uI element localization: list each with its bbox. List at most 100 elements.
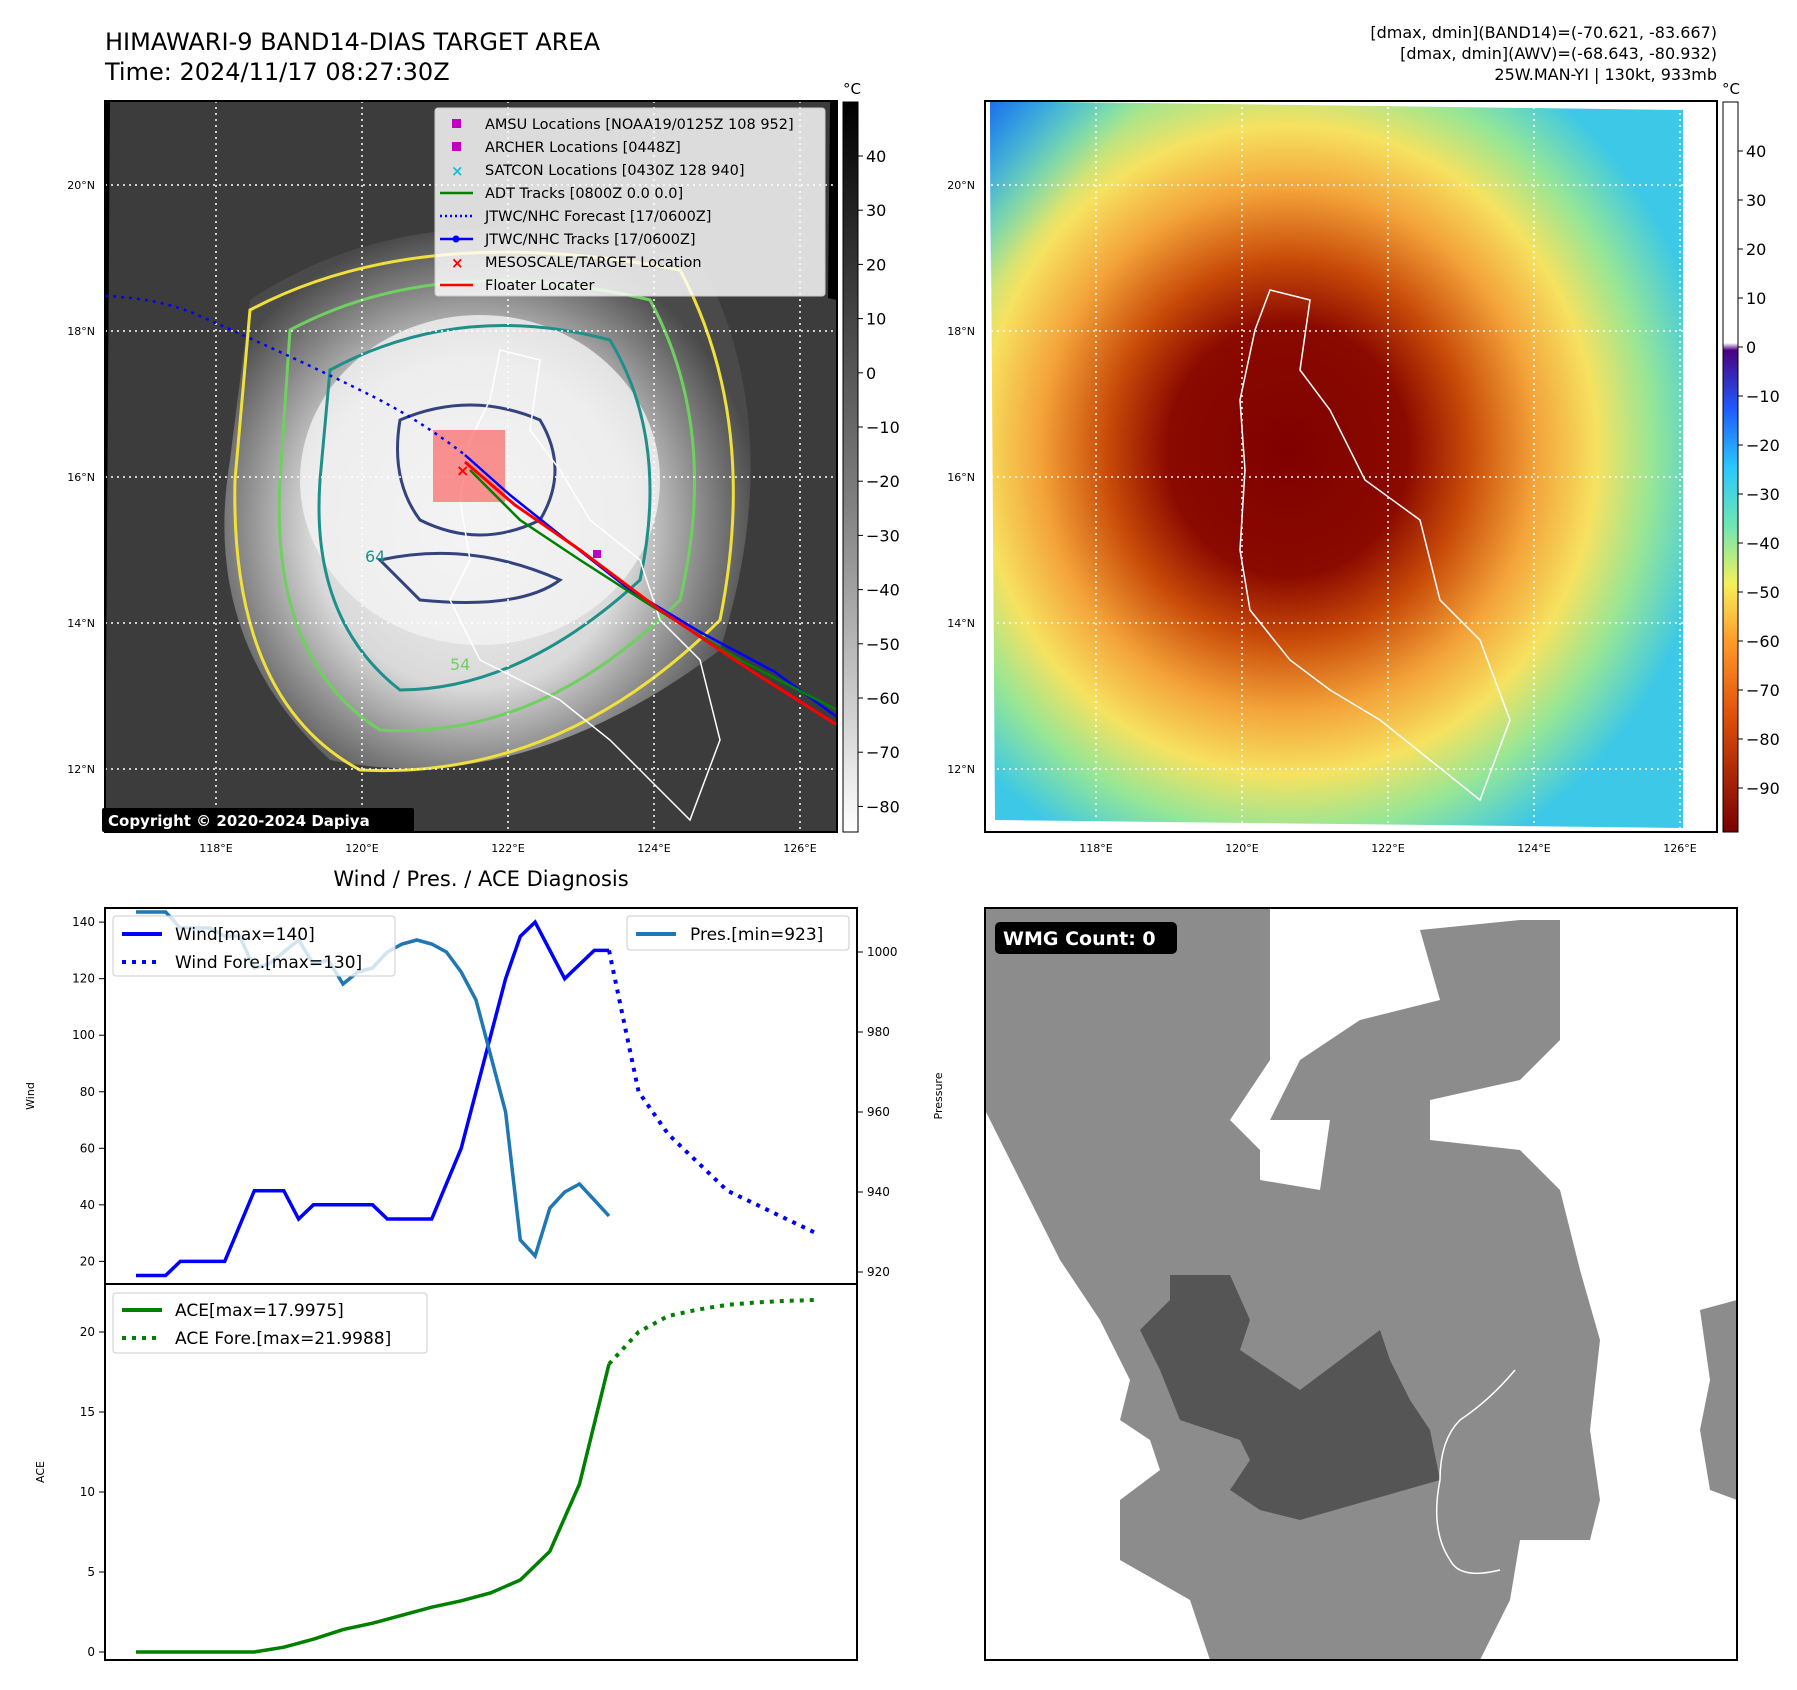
ir-colorbar: °C 40 30 20 10 0 −10 −20 −30 −40 −50 −60 −70 −80	[842, 80, 900, 833]
colorbar-tick-label: −50	[866, 635, 900, 654]
colorbar-tick-label: −50	[1746, 583, 1780, 602]
y-tick-label-right: 1000	[867, 945, 898, 959]
wmg-dark-field	[1140, 1275, 1440, 1520]
lat-label: 18°N	[67, 325, 95, 338]
lat-label: 12°N	[67, 763, 95, 776]
y-tick-label: 80	[80, 1085, 95, 1099]
series-line	[607, 949, 817, 1235]
colorbar-tick-label: −60	[866, 689, 900, 708]
wmg-gray-field	[985, 908, 1600, 1660]
legend-label: ARCHER Locations [0448Z]	[485, 140, 681, 156]
colorbar-tick-label: 30	[1746, 191, 1766, 210]
y-tick-label: 60	[80, 1141, 95, 1155]
adt-track	[469, 469, 837, 712]
wmg-panel: WMG Count: 0	[984, 907, 1738, 1661]
colorbar-tick-label: 20	[1746, 240, 1766, 259]
legend-item: ADT Tracks [0800Z 0.0 0.0]	[440, 186, 683, 202]
info-line-2: [dmax, dmin](AWV)=(-68.643, -80.932)	[1400, 44, 1717, 63]
legend-marker	[452, 119, 461, 128]
series-line	[136, 919, 609, 1278]
legend-wind-forecast: Wind Fore.[max=130]	[175, 953, 362, 973]
colorbar-tick-label: −80	[1746, 730, 1780, 749]
colorbar-tick-label: −70	[1746, 681, 1780, 700]
legend-label: JTWC/NHC Tracks [17/0600Z]	[484, 232, 696, 248]
lon-label: 120°E	[345, 842, 378, 855]
wmg-right-block	[1700, 1300, 1737, 1500]
color-colorbar-unit: °C	[1722, 80, 1740, 98]
colorbar-tick-label: 20	[866, 255, 886, 274]
lat-label: 14°N	[947, 617, 975, 630]
y-tick-label: 15	[80, 1405, 95, 1419]
legend-item: × MESOSCALE/TARGET Location	[451, 254, 702, 272]
colorbar-tick-label: 30	[866, 201, 886, 220]
legend-marker: ×	[451, 254, 464, 272]
y-tick-label-right: 960	[867, 1105, 890, 1119]
archer-marker	[593, 550, 601, 558]
legend-item: × SATCON Locations [0430Z 128 940]	[451, 162, 744, 180]
legend-pressure: Pres.[min=923]	[690, 925, 823, 945]
lat-label: 20°N	[947, 179, 975, 192]
legend-wind: Wind[max=140]	[175, 925, 315, 945]
y-tick-label: 40	[80, 1198, 95, 1212]
colorbar-tick-label: 40	[866, 147, 886, 166]
colorbar-tick-label: −30	[866, 526, 900, 545]
ir-colorbar-unit: °C	[843, 80, 861, 98]
contour-navy-2	[377, 551, 563, 604]
colorbar-tick-label: −60	[1746, 632, 1780, 651]
colorbar-tick-label: −20	[1746, 436, 1780, 455]
info-line-1: [dmax, dmin](BAND14)=(-70.621, -83.667)	[1370, 23, 1717, 42]
lon-label: 122°E	[1371, 842, 1404, 855]
colorbar-tick-label: 10	[866, 310, 886, 329]
copyright-text: Copyright © 2020-2024 Dapiya	[108, 812, 370, 830]
colorbar-tick-label: 0	[1746, 338, 1756, 357]
y-tick-label-right: 940	[867, 1185, 890, 1199]
legend-label: Floater Locater	[485, 278, 594, 294]
jtwc-forecast-track	[105, 294, 466, 456]
figure-title: HIMAWARI-9 BAND14-DIAS TARGET AREA	[105, 28, 601, 56]
y-tick-label: 100	[72, 1028, 95, 1042]
coastline-luzon-color	[1239, 289, 1511, 802]
legend-marker	[452, 142, 461, 151]
lon-label: 118°E	[1079, 842, 1112, 855]
legend-ace-forecast: ACE Fore.[max=21.9988]	[175, 1329, 391, 1349]
pressure-axis-label: Pressure	[932, 1072, 945, 1119]
series-line	[607, 1298, 817, 1366]
colorbar-tick-label: −70	[866, 743, 900, 762]
chart-title: Wind / Pres. / ACE Diagnosis	[333, 867, 628, 891]
wind-pressure-chart: Wind Pressure 20 40 60 80 100 120 140 920 940 96…	[24, 907, 945, 1285]
wmg-count-label: WMG Count: 0	[1003, 928, 1156, 950]
legend-marker: ×	[451, 162, 464, 180]
colorbar-tick-label: −10	[1746, 387, 1780, 406]
legend-item: ARCHER Locations [0448Z]	[452, 140, 681, 156]
lat-label: 14°N	[67, 617, 95, 630]
contour-label-64: 64	[365, 547, 385, 566]
wind-axis-label: Wind	[24, 1082, 37, 1110]
coastline-luzon	[449, 349, 721, 822]
contour-label-54: 54	[450, 655, 470, 674]
contour-teal	[317, 324, 652, 692]
lon-label: 120°E	[1225, 842, 1258, 855]
y-tick-label: 120	[72, 972, 95, 986]
legend-label: ADT Tracks [0800Z 0.0 0.0]	[485, 186, 683, 202]
lat-label: 18°N	[947, 325, 975, 338]
legend-ace: ACE[max=17.9975]	[175, 1301, 344, 1321]
lon-label: 118°E	[199, 842, 232, 855]
legend-item: AMSU Locations [NOAA19/0125Z 108 952]	[452, 117, 794, 133]
legend-item: JTWC/NHC Tracks [17/0600Z]	[440, 232, 696, 248]
colorbar-tick-label: 40	[1746, 142, 1766, 161]
colorbar-tick-label: −30	[1746, 485, 1780, 504]
y-tick-label: 20	[80, 1254, 95, 1268]
colorbar-tick-label: 0	[866, 364, 876, 383]
series-line	[136, 1363, 611, 1654]
figure-time: Time: 2024/11/17 08:27:30Z	[104, 58, 450, 86]
legend-item: JTWC/NHC Forecast [17/0600Z]	[440, 209, 711, 225]
y-tick-label: 10	[80, 1485, 95, 1499]
legend-label: SATCON Locations [0430Z 128 940]	[485, 163, 744, 179]
y-tick-label: 140	[72, 915, 95, 929]
colorbar-tick-label: −20	[866, 472, 900, 491]
target-marker: ×	[456, 461, 469, 480]
ace-chart: ACE 0 5 10 15 20 ACE[max=17.9975] ACE Fore.[…	[34, 1283, 858, 1661]
color-map-panel	[984, 100, 1718, 833]
lon-label: 122°E	[491, 842, 524, 855]
